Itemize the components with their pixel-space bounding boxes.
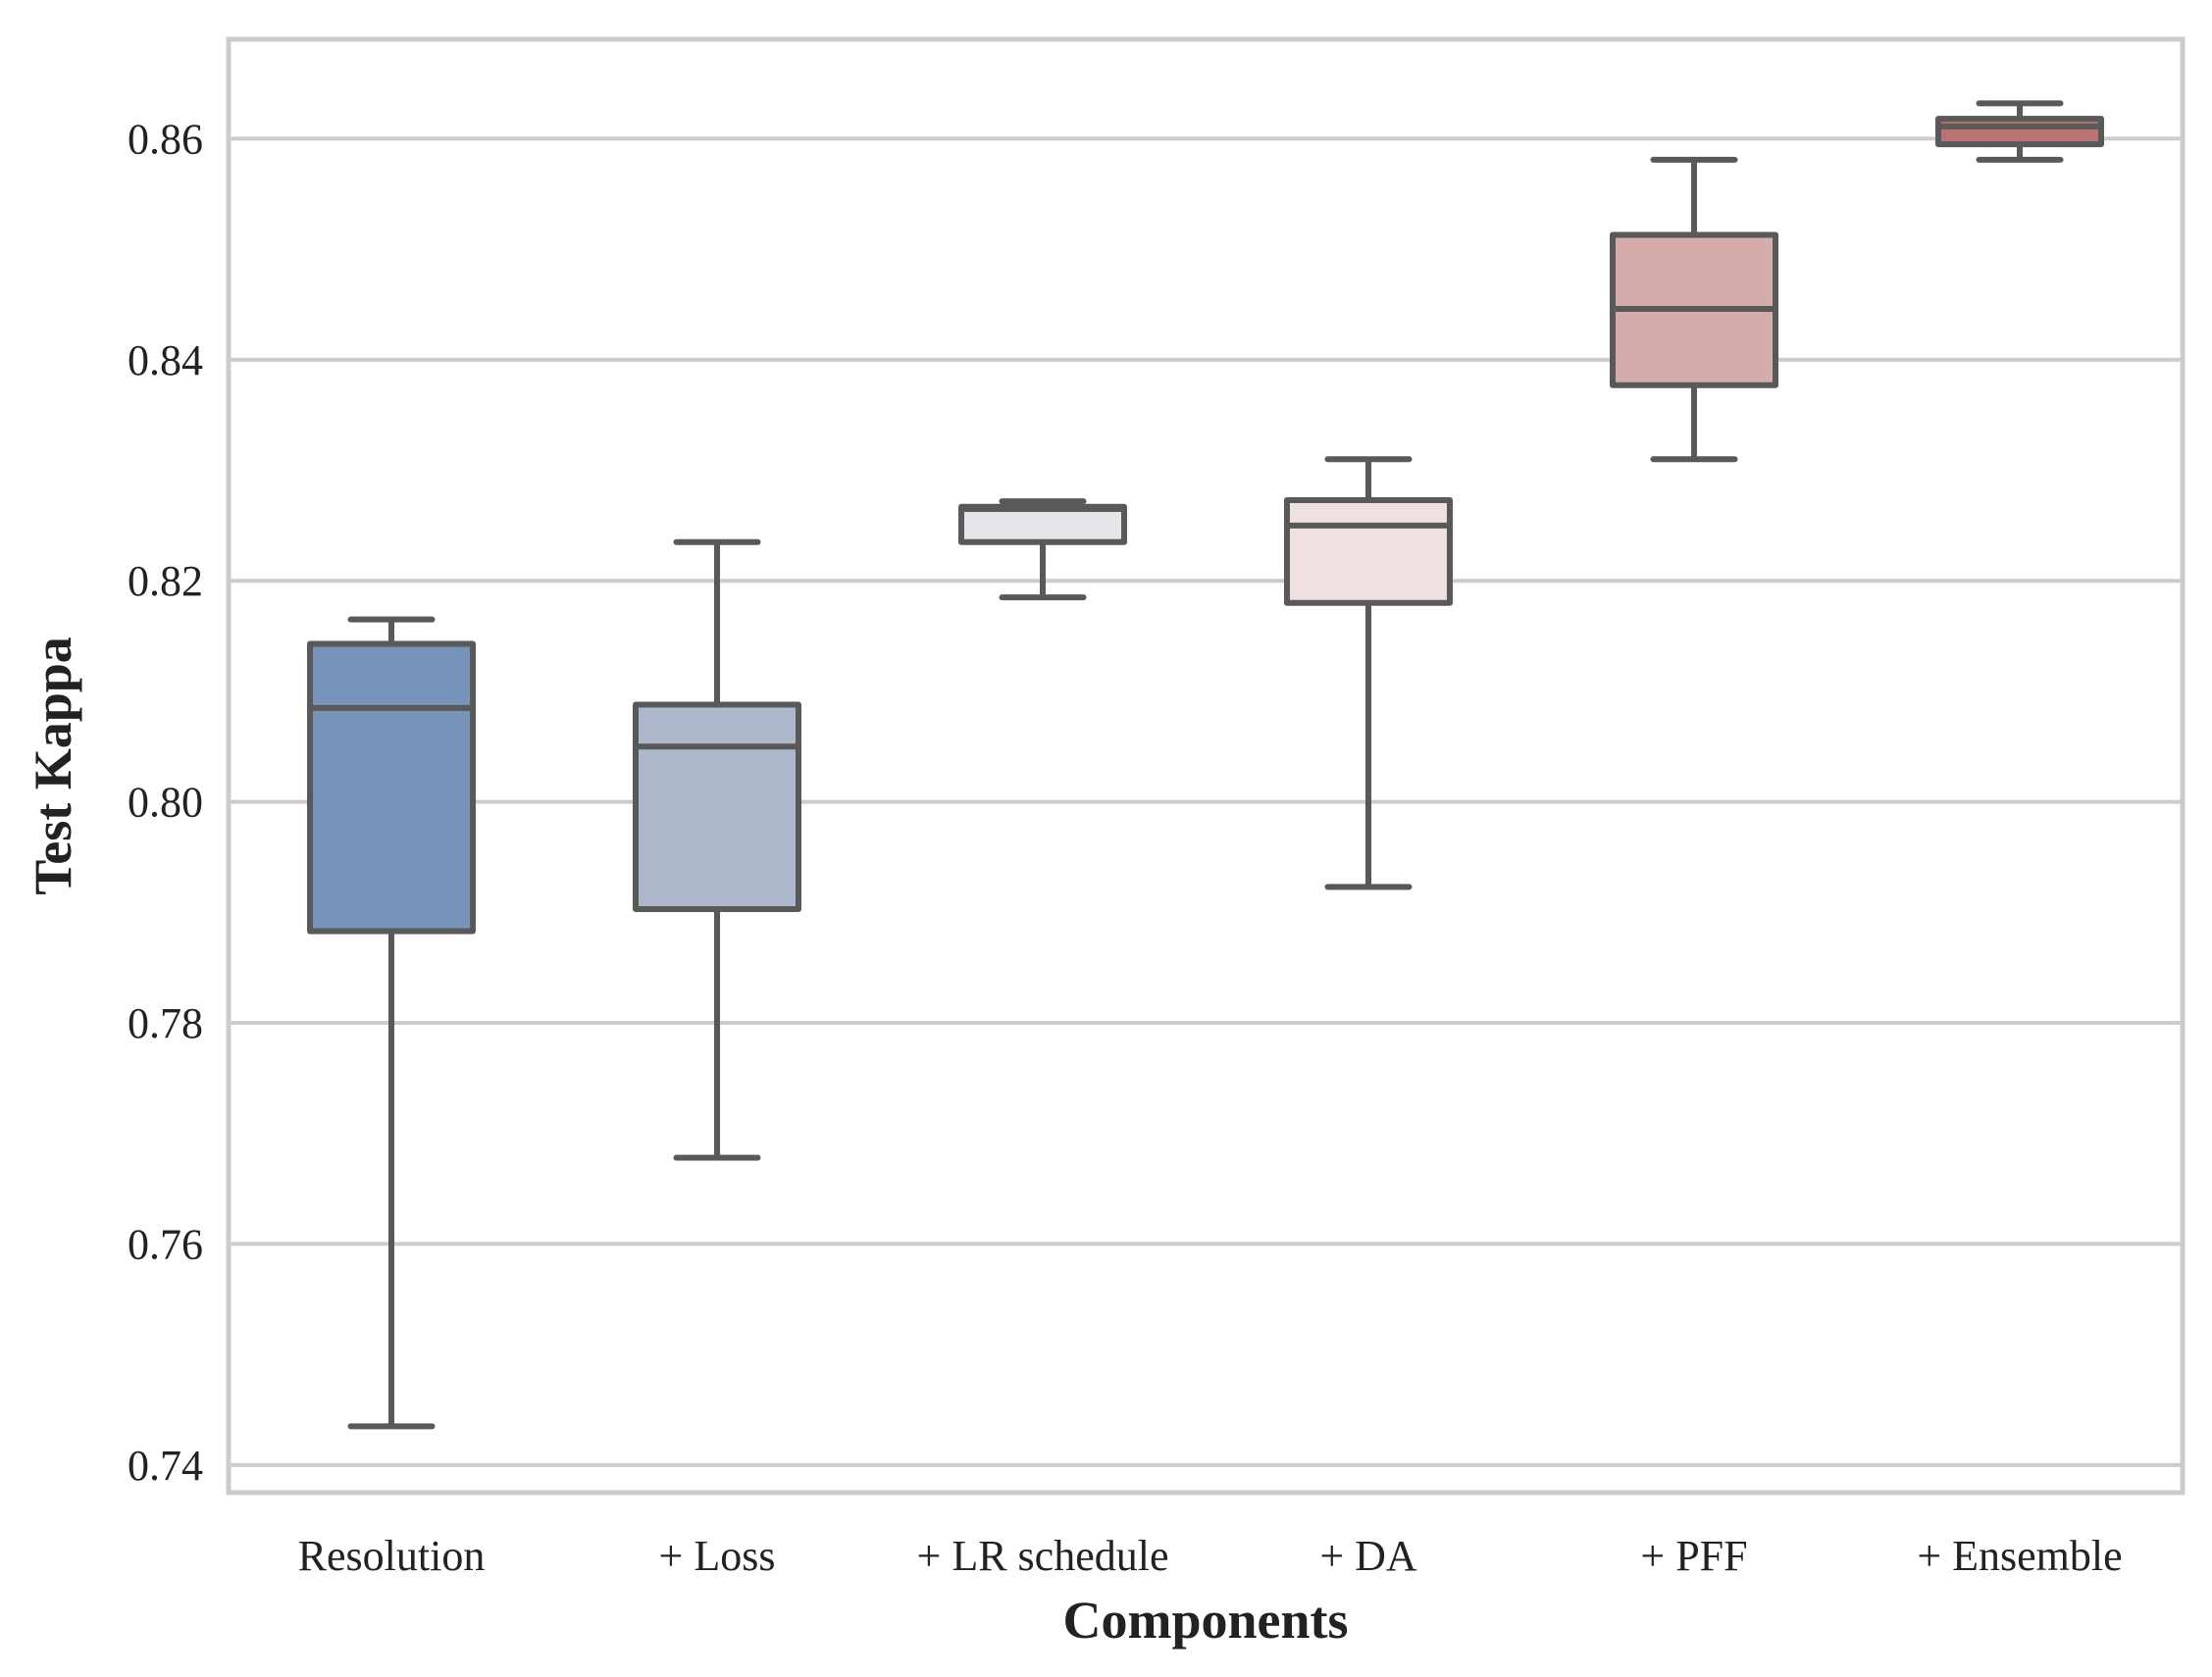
iqr-box — [633, 701, 801, 912]
y-tick-label: 0.80 — [128, 779, 203, 827]
iqr-box — [307, 640, 476, 935]
box-series — [307, 100, 2104, 1430]
y-tick-label: 0.82 — [128, 557, 203, 605]
box-ensemble — [1935, 100, 2104, 163]
x-axis-title: Components — [1062, 1591, 1348, 1650]
x-tick-label: + Loss — [659, 1532, 776, 1580]
y-tick-label: 0.84 — [128, 336, 203, 384]
iqr-box — [1284, 496, 1453, 606]
x-tick-label: + Ensemble — [1917, 1532, 2122, 1580]
y-axis-ticks: 0.74 0.76 0.78 0.80 0.82 0.84 0.86 — [128, 115, 203, 1489]
y-tick-label: 0.74 — [128, 1442, 203, 1490]
plot-frame — [226, 36, 2186, 1496]
box-loss — [633, 538, 801, 1161]
iqr-box — [958, 503, 1127, 545]
x-tick-label: Resolution — [298, 1532, 486, 1580]
y-tick-label: 0.78 — [128, 999, 203, 1047]
y-tick-label: 0.86 — [128, 115, 203, 163]
iqr-box — [1935, 116, 2104, 148]
x-tick-label: + PFF — [1640, 1532, 1747, 1580]
x-tick-label: + LR schedule — [917, 1532, 1169, 1580]
box-da — [1284, 456, 1453, 890]
box-resolution — [307, 616, 476, 1430]
x-axis-ticks: Resolution + Loss + LR schedule + DA + PFF + … — [298, 1532, 2123, 1580]
y-axis-title: Test Kappa — [24, 636, 82, 895]
box-pff — [1610, 156, 1778, 463]
box-lr-schedule — [958, 498, 1127, 601]
grid-lines — [229, 136, 2183, 1467]
y-tick-label: 0.76 — [128, 1220, 203, 1268]
x-tick-label: + DA — [1319, 1532, 1417, 1580]
